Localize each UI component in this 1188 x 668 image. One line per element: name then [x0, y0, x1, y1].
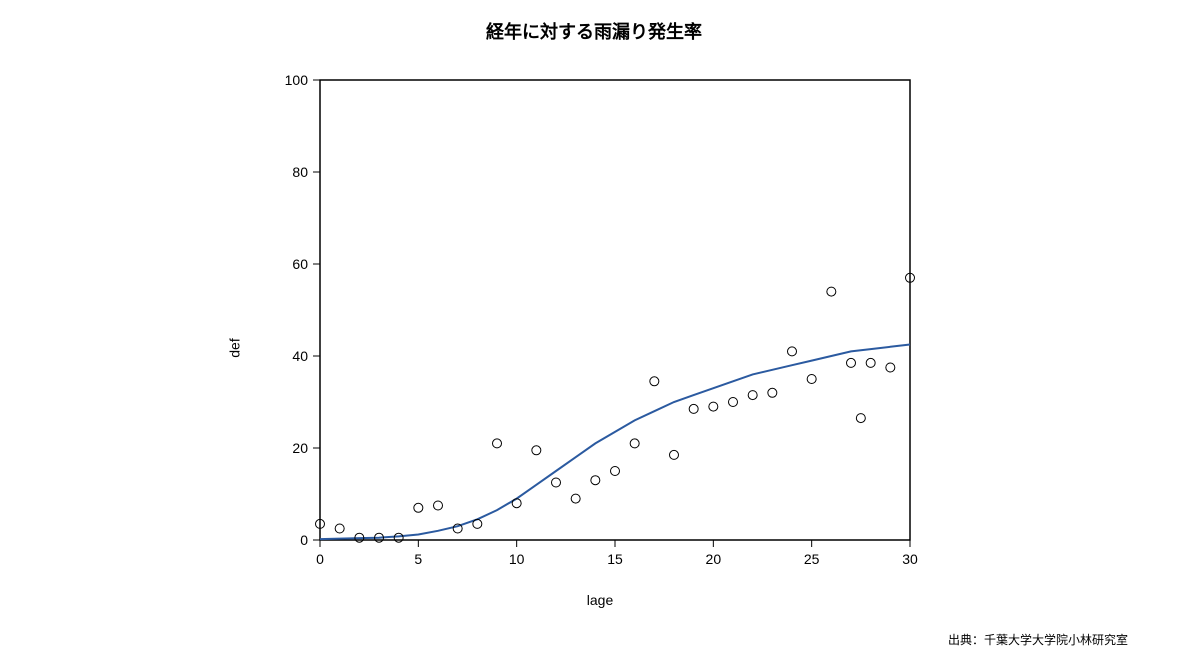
svg-text:20: 20 [706, 551, 722, 567]
svg-text:5: 5 [414, 551, 422, 567]
svg-text:100: 100 [285, 72, 309, 88]
svg-text:60: 60 [292, 256, 308, 272]
svg-text:40: 40 [292, 348, 308, 364]
chart-container: def 051015202530020406080100 lage [260, 60, 940, 610]
svg-text:20: 20 [292, 440, 308, 456]
svg-text:80: 80 [292, 164, 308, 180]
svg-text:0: 0 [300, 532, 308, 548]
svg-text:15: 15 [607, 551, 623, 567]
svg-text:25: 25 [804, 551, 820, 567]
y-axis-label: def [227, 338, 243, 357]
chart-title: 経年に対する雨漏り発生率 [486, 18, 702, 44]
svg-text:10: 10 [509, 551, 525, 567]
x-axis-label: lage [587, 592, 613, 608]
svg-text:30: 30 [902, 551, 918, 567]
svg-text:0: 0 [316, 551, 324, 567]
chart-plot: 0 5 10 15 20 25 30 0 20 40 60 80 100 [260, 60, 940, 610]
attribution-text: 出典：千葉大学大学院小林研究室 [948, 631, 1128, 648]
